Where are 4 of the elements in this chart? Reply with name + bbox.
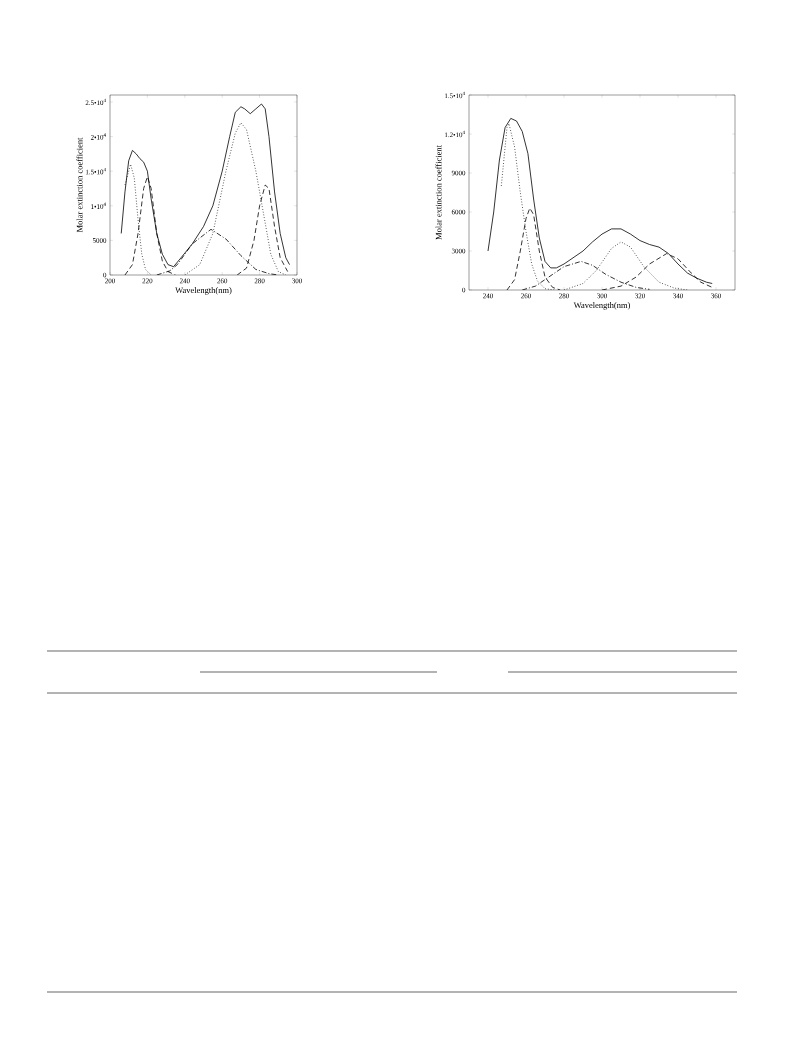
y-axis-title: Molar extinction coefficient <box>76 137 83 233</box>
x-axis-title: Wavelength(nm) <box>175 287 232 295</box>
x-axis-title: Wavelength(nm) <box>573 302 630 310</box>
y-axis-title: Molar extinction coefficient <box>435 145 442 240</box>
